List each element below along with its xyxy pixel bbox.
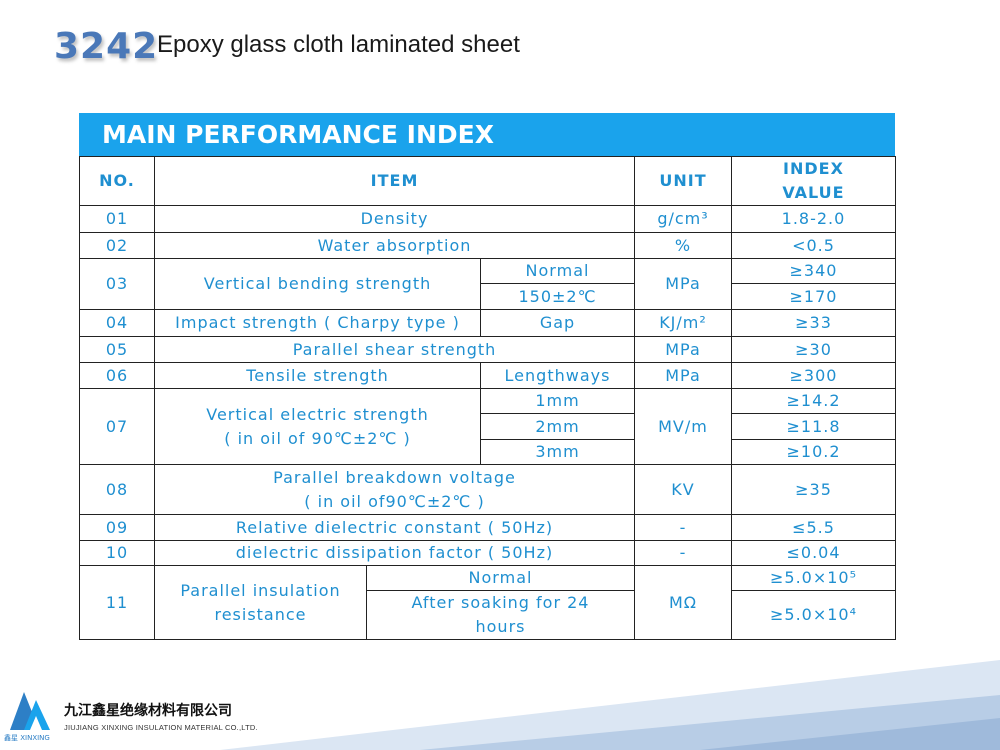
row-unit: MPa: [634, 362, 732, 389]
column-header-unit: UNIT: [634, 156, 732, 206]
row-unit: -: [634, 540, 732, 566]
logo-caption: 鑫星 XINXING: [4, 734, 50, 742]
row-unit: KV: [634, 464, 732, 515]
row-no: 05: [79, 336, 155, 363]
row-value: ≥35: [731, 464, 896, 515]
row-item: Vertical bending strength: [154, 258, 481, 310]
row-unit: %: [634, 232, 732, 259]
row-value: ≥170: [731, 283, 896, 310]
row-condition: Lengthways: [480, 362, 635, 389]
row-condition: Gap: [480, 309, 635, 337]
row-value: ≥14.2: [731, 388, 896, 414]
row-item: Relative dielectric constant ( 50Hz): [154, 514, 635, 541]
row-value: ≤0.04: [731, 540, 896, 566]
row-unit: MPa: [634, 258, 732, 310]
row-no: 11: [79, 565, 155, 640]
row-condition: Normal: [480, 258, 635, 284]
row-value: ≥33: [731, 309, 896, 337]
table-row: 04 Impact strength ( Charpy type ) Gap K…: [79, 309, 896, 337]
table-row: 01 Density g/cm³ 1.8-2.0: [79, 205, 896, 233]
row-item: Impact strength ( Charpy type ): [154, 309, 481, 337]
table-row: 150±2℃ ≥170: [80, 283, 896, 310]
row-value: ≥340: [731, 258, 896, 284]
row-no: 07: [79, 388, 155, 465]
table-heading: MAIN PERFORMANCE INDEX: [79, 113, 895, 156]
row-no: 06: [79, 362, 155, 389]
row-unit: MPa: [634, 336, 732, 363]
table-row: 3mm ≥10.2: [80, 439, 896, 465]
row-condition: 3mm: [480, 439, 635, 465]
table-row: 06 Tensile strength Lengthways MPa ≥300: [79, 362, 896, 389]
row-no: 02: [79, 232, 155, 259]
row-value: 1.8-2.0: [731, 205, 896, 233]
row-unit: MΩ: [634, 565, 732, 640]
row-item: Density: [154, 205, 635, 233]
row-value: ≥5.0×10⁴: [731, 590, 896, 640]
row-condition: 1mm: [480, 388, 635, 414]
row-no: 01: [79, 205, 155, 233]
company-logo-icon: [10, 692, 50, 730]
table-row: 10 dielectric dissipation factor ( 50Hz)…: [79, 540, 896, 566]
footer-decoration: [220, 660, 1000, 750]
row-no: 08: [79, 464, 155, 515]
row-item: dielectric dissipation factor ( 50Hz): [154, 540, 635, 566]
table-row: 08 Parallel breakdown voltage( in oil of…: [79, 464, 896, 515]
row-value: ≤5.5: [731, 514, 896, 541]
row-unit: g/cm³: [634, 205, 732, 233]
row-value: ≥300: [731, 362, 896, 389]
row-unit: -: [634, 514, 732, 541]
row-condition: 2mm: [480, 413, 635, 440]
performance-table-section: MAIN PERFORMANCE INDEX NO. ITEM UNIT IND…: [79, 113, 896, 640]
row-no: 10: [79, 540, 155, 566]
column-header-index-value: INDEX VALUE: [731, 156, 896, 206]
row-value: ≥10.2: [731, 439, 896, 465]
table-row: 11 Parallel insulation resistance Normal …: [79, 565, 896, 640]
row-value: ≥30: [731, 336, 896, 363]
table-row: 09 Relative dielectric constant ( 50Hz) …: [79, 514, 896, 541]
row-condition: 150±2℃: [480, 283, 635, 310]
page-title: Epoxy glass cloth laminated sheet: [157, 31, 520, 58]
performance-table: NO. ITEM UNIT INDEX VALUE 01 Density g/cm…: [79, 156, 896, 640]
row-item: Parallel shear strength: [154, 336, 635, 363]
row-value: <0.5: [731, 232, 896, 259]
row-no: 03: [79, 258, 155, 310]
table-row: 07 Vertical electric strength( in oil of…: [79, 388, 896, 465]
table-header-row: NO. ITEM UNIT INDEX VALUE: [79, 156, 896, 206]
table-row: 2mm ≥11.8: [80, 413, 896, 440]
table-row: 03 Vertical bending strength Normal MPa …: [79, 258, 896, 310]
table-row: 02 Water absorption % <0.5: [79, 232, 896, 259]
column-header-no: NO.: [79, 156, 155, 206]
product-code: 3242: [54, 26, 159, 67]
table-row: After soaking for 24 hours ≥5.0×10⁴: [80, 590, 896, 640]
row-unit: MV/m: [634, 388, 732, 465]
row-value: ≥11.8: [731, 413, 896, 440]
row-condition: Normal: [366, 565, 635, 591]
row-no: 04: [79, 309, 155, 337]
column-header-item: ITEM: [154, 156, 635, 206]
row-condition: After soaking for 24 hours: [366, 590, 635, 640]
company-name-cn: 九江鑫星绝缘材料有限公司: [64, 703, 232, 719]
row-item: Parallel breakdown voltage( in oil of90℃…: [154, 464, 635, 515]
table-row: 05 Parallel shear strength MPa ≥30: [79, 336, 896, 363]
row-value: ≥5.0×10⁵: [731, 565, 896, 591]
row-item: Tensile strength: [154, 362, 481, 389]
row-item: Water absorption: [154, 232, 635, 259]
row-no: 09: [79, 514, 155, 541]
row-unit: KJ/m²: [634, 309, 732, 337]
row-item: Parallel insulation resistance: [154, 565, 367, 640]
row-item: Vertical electric strength( in oil of 90…: [154, 388, 481, 465]
company-name-en: JIUJIANG XINXING INSULATION MATERIAL CO.…: [64, 723, 258, 732]
